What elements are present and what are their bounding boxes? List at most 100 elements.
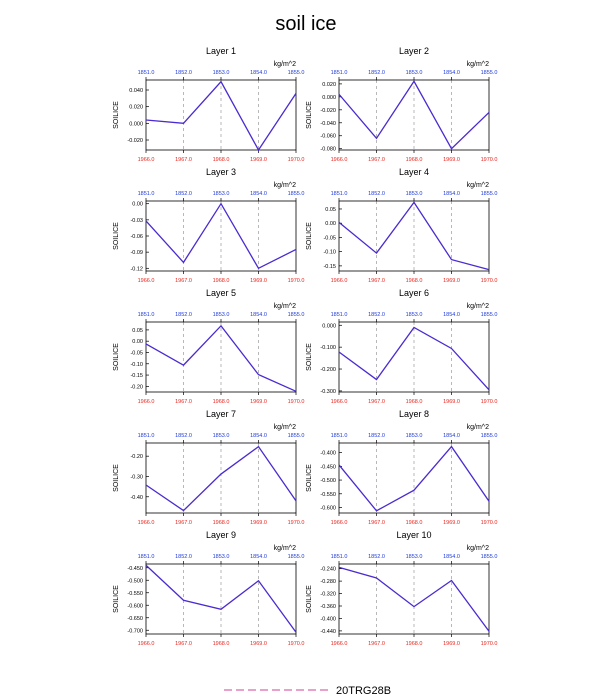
panel-title: Layer 8 bbox=[399, 409, 429, 419]
y-tick-label: -0.300 bbox=[320, 389, 336, 395]
top-tick-label: 1853.0 bbox=[213, 554, 230, 560]
y-tick-label: -0.500 bbox=[320, 478, 336, 484]
top-tick-label: 1853.0 bbox=[213, 433, 230, 439]
plot-frame bbox=[145, 563, 297, 635]
top-tick-label: 1852.0 bbox=[368, 312, 385, 318]
panel-title: Layer 9 bbox=[206, 530, 236, 540]
figure-title: soil ice bbox=[275, 13, 336, 35]
x-tick-label: 1967.0 bbox=[368, 157, 385, 163]
y-tick-label: -0.400 bbox=[320, 451, 336, 457]
top-tick-label: 1855.0 bbox=[481, 433, 498, 439]
y-tick-label: -0.10 bbox=[323, 250, 336, 256]
units-label: kg/m^2 bbox=[467, 424, 489, 431]
y-axis-label: SOILICE bbox=[306, 343, 313, 371]
x-tick-label: 1969.0 bbox=[250, 641, 267, 647]
top-tick-label: 1855.0 bbox=[288, 433, 305, 439]
top-tick-label: 1853.0 bbox=[406, 70, 423, 76]
x-tick-label: 1967.0 bbox=[368, 641, 385, 647]
top-tick-label: 1853.0 bbox=[213, 70, 230, 76]
y-axis-label: SOILICE bbox=[306, 464, 313, 492]
y-tick-label: -0.440 bbox=[320, 629, 336, 635]
y-tick-label: -0.20 bbox=[130, 384, 143, 390]
x-tick-label: 1967.0 bbox=[175, 399, 192, 405]
top-tick-label: 1851.0 bbox=[331, 191, 348, 197]
y-axis-label: SOILICE bbox=[113, 585, 120, 613]
panel-title: Layer 2 bbox=[399, 46, 429, 56]
x-tick-label: 1968.0 bbox=[406, 278, 423, 284]
x-tick-label: 1969.0 bbox=[250, 157, 267, 163]
top-tick-label: 1851.0 bbox=[138, 554, 155, 560]
top-tick-label: 1851.0 bbox=[331, 70, 348, 76]
chart-panel-7: Layer 7 kg/m^2 1966.0 1851.0 1967.0 1852.0 196… bbox=[113, 409, 304, 526]
x-tick-label: 1969.0 bbox=[250, 520, 267, 526]
top-tick-label: 1852.0 bbox=[175, 70, 192, 76]
top-tick-label: 1854.0 bbox=[443, 433, 460, 439]
units-label: kg/m^2 bbox=[467, 61, 489, 68]
y-tick-label: -0.650 bbox=[127, 616, 143, 622]
y-tick-label: -0.280 bbox=[320, 579, 336, 585]
x-tick-label: 1968.0 bbox=[213, 278, 230, 284]
plot-frame bbox=[145, 79, 297, 151]
top-tick-label: 1855.0 bbox=[481, 554, 498, 560]
top-tick-label: 1852.0 bbox=[368, 433, 385, 439]
top-tick-label: 1851.0 bbox=[331, 312, 348, 318]
panel-title: Layer 3 bbox=[206, 167, 236, 177]
x-tick-label: 1967.0 bbox=[175, 157, 192, 163]
top-tick-label: 1853.0 bbox=[406, 554, 423, 560]
series-line bbox=[145, 445, 297, 512]
top-tick-label: 1852.0 bbox=[368, 70, 385, 76]
x-tick-label: 1970.0 bbox=[288, 278, 305, 284]
y-tick-label: -0.450 bbox=[127, 566, 143, 572]
y-tick-label: -0.400 bbox=[320, 616, 336, 622]
series-line bbox=[338, 201, 490, 271]
y-tick-label: 0.000 bbox=[322, 323, 336, 329]
panel-title: Layer 10 bbox=[396, 530, 431, 540]
plot-frame bbox=[338, 79, 490, 151]
y-tick-label: -0.03 bbox=[130, 218, 143, 224]
top-tick-label: 1852.0 bbox=[175, 312, 192, 318]
y-tick-label: -0.500 bbox=[127, 578, 143, 584]
y-tick-label: -0.700 bbox=[127, 628, 143, 634]
x-tick-label: 1967.0 bbox=[175, 278, 192, 284]
y-tick-label: -0.360 bbox=[320, 604, 336, 610]
units-label: kg/m^2 bbox=[274, 61, 296, 68]
y-tick-label: -0.30 bbox=[130, 474, 143, 480]
y-tick-label: -0.020 bbox=[127, 138, 143, 144]
top-tick-label: 1855.0 bbox=[288, 312, 305, 318]
units-label: kg/m^2 bbox=[467, 545, 489, 552]
x-tick-label: 1968.0 bbox=[213, 520, 230, 526]
y-tick-label: 0.00 bbox=[132, 202, 143, 208]
y-tick-label: -0.060 bbox=[320, 134, 336, 140]
units-label: kg/m^2 bbox=[467, 182, 489, 189]
x-tick-label: 1966.0 bbox=[331, 157, 348, 163]
x-tick-label: 1969.0 bbox=[443, 520, 460, 526]
y-tick-label: -0.15 bbox=[323, 264, 336, 270]
series-line bbox=[338, 326, 490, 391]
y-tick-label: -0.040 bbox=[320, 121, 336, 127]
chart-panel-3: Layer 3 kg/m^2 1966.0 1851.0 1967.0 1852.0 196… bbox=[113, 167, 304, 284]
x-tick-label: 1968.0 bbox=[406, 399, 423, 405]
x-tick-label: 1967.0 bbox=[175, 641, 192, 647]
y-axis-label: SOILICE bbox=[306, 101, 313, 129]
top-tick-label: 1854.0 bbox=[443, 191, 460, 197]
plot-frame bbox=[338, 200, 490, 272]
y-tick-label: -0.05 bbox=[323, 235, 336, 241]
chart-panel-9: Layer 9 kg/m^2 1966.0 1851.0 1967.0 1852.0 196… bbox=[113, 530, 304, 647]
top-tick-label: 1854.0 bbox=[250, 70, 267, 76]
y-tick-label: -0.40 bbox=[130, 495, 143, 501]
x-tick-label: 1966.0 bbox=[331, 278, 348, 284]
y-tick-label: -0.550 bbox=[127, 591, 143, 597]
units-label: kg/m^2 bbox=[274, 545, 296, 552]
y-axis-label: SOILICE bbox=[113, 101, 120, 129]
top-tick-label: 1854.0 bbox=[250, 312, 267, 318]
x-tick-label: 1968.0 bbox=[213, 399, 230, 405]
plot-frame bbox=[145, 442, 297, 514]
y-tick-label: 0.000 bbox=[129, 121, 143, 127]
x-tick-label: 1968.0 bbox=[213, 641, 230, 647]
top-tick-label: 1852.0 bbox=[175, 433, 192, 439]
y-tick-label: -0.600 bbox=[320, 506, 336, 512]
y-tick-label: -0.15 bbox=[130, 373, 143, 379]
x-tick-label: 1967.0 bbox=[368, 520, 385, 526]
y-tick-label: -0.20 bbox=[130, 454, 143, 460]
